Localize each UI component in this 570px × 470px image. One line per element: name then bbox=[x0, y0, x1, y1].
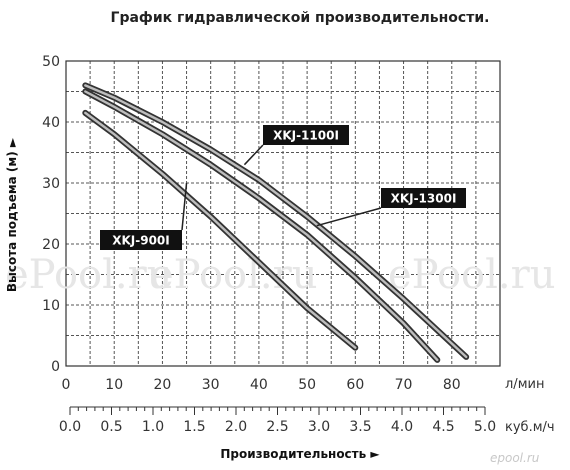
y-tick-label: 20 bbox=[42, 237, 60, 253]
series-label-xkj-1100i: XKJ-1100I bbox=[273, 129, 339, 143]
series-label-xkj-1300i: XKJ-1300I bbox=[391, 192, 457, 206]
x-tick-label-secondary: 5.0 bbox=[474, 419, 496, 435]
y-tick-label: 30 bbox=[42, 176, 60, 192]
chart-title: График гидравлической производительности… bbox=[111, 10, 490, 26]
x-tick-label-secondary: 3.5 bbox=[349, 419, 371, 435]
series-label-xkj-900i-box bbox=[100, 230, 182, 250]
x-axis-title: Производительность ► bbox=[220, 447, 380, 461]
watermark: ePool.ru bbox=[5, 252, 173, 298]
x-tick-label-secondary: 0.0 bbox=[59, 419, 81, 435]
tick-labels: 0 10 20 30 40 50 0 10 20 30 40 50 60 70 80 0.0 0.5 1.0 1.5… bbox=[42, 54, 496, 435]
x-tick-label: 80 bbox=[443, 377, 461, 393]
series-label-xkj-1300i-leader bbox=[316, 207, 382, 227]
series-label-xkj-1100i-leader bbox=[243, 144, 264, 166]
x-tick-label: 70 bbox=[395, 377, 413, 393]
series-labels: XKJ-900I XKJ-1100I XKJ-1300I bbox=[100, 125, 466, 250]
series-xkj-1100i-line bbox=[84, 90, 439, 362]
y-tick-label: 50 bbox=[42, 54, 60, 70]
x-tick-label: 10 bbox=[105, 377, 123, 393]
x-tick-label-secondary: 1.0 bbox=[142, 419, 164, 435]
watermark: ePool.ru bbox=[388, 252, 556, 298]
y-tick-label: 0 bbox=[51, 359, 60, 375]
series-xkj-900i-line bbox=[84, 111, 357, 349]
grid bbox=[65, 60, 501, 367]
x-tick-label: 30 bbox=[202, 377, 220, 393]
x-tick-label-secondary: 4.5 bbox=[432, 419, 454, 435]
x-tick-label: 40 bbox=[250, 377, 268, 393]
series-label-xkj-900i-leader bbox=[181, 182, 188, 231]
series-label-xkj-1300i-box bbox=[381, 188, 466, 208]
x-tick-label-secondary: 2.0 bbox=[225, 419, 247, 435]
x-tick-label-secondary: 2.5 bbox=[266, 419, 288, 435]
series-label-xkj-1100i-box bbox=[263, 125, 349, 145]
watermark: epool.ru bbox=[490, 451, 540, 465]
series-xkj-1300i-line bbox=[84, 84, 468, 359]
x-tick-label: 20 bbox=[154, 377, 172, 393]
plot-frame bbox=[65, 60, 501, 367]
x-unit-secondary: куб.м/ч bbox=[505, 420, 555, 435]
x-tick-label: 50 bbox=[298, 377, 316, 393]
x-unit-primary: л/мин bbox=[505, 377, 544, 392]
y-tick-label: 40 bbox=[42, 115, 60, 131]
x-tick-label-secondary: 3.0 bbox=[308, 419, 330, 435]
y-tick-label: 10 bbox=[42, 298, 60, 314]
x-tick-label: 60 bbox=[346, 377, 364, 393]
x-tick-label-secondary: 0.5 bbox=[100, 419, 122, 435]
series-label-xkj-900i: XKJ-900I bbox=[112, 234, 170, 248]
x-tick-label-secondary: 1.5 bbox=[183, 419, 205, 435]
y-axis-title: Высота подъема (м) ► bbox=[5, 137, 19, 292]
x-tick-label: 0 bbox=[62, 377, 71, 393]
series-group bbox=[82, 82, 470, 363]
x-tick-label-secondary: 4.0 bbox=[391, 419, 413, 435]
